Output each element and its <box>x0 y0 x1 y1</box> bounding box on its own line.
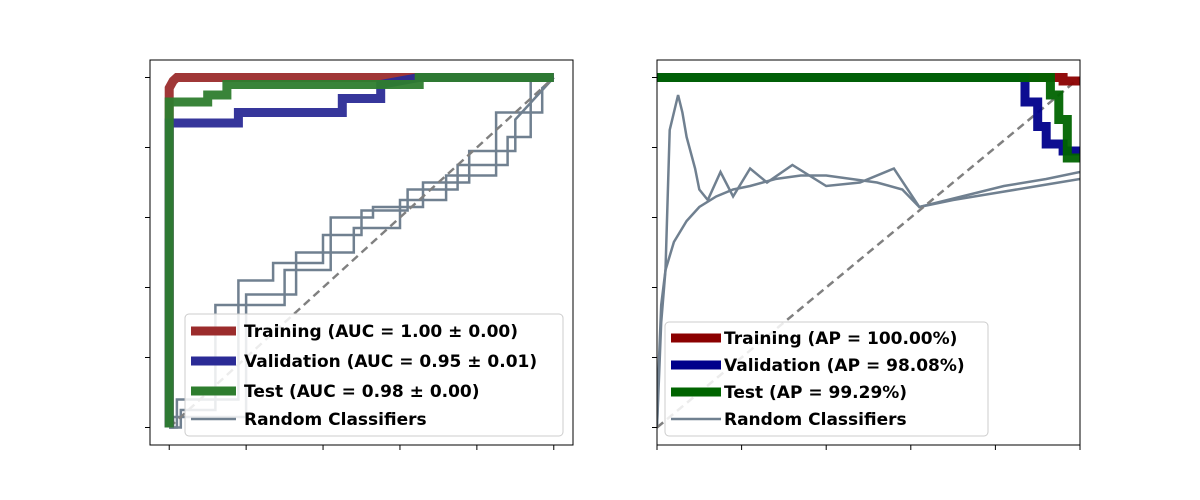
series-curve-2 <box>164 73 554 428</box>
pr-chart-panel: Training (AP = 100.00%) Validation (AP = … <box>652 59 1081 450</box>
legend-label: Training (AP = 100.00%) <box>724 329 957 349</box>
legend-label: Random Classifiers <box>724 410 907 430</box>
legend-label: Validation (AP = 98.08%) <box>724 356 965 376</box>
legend-label: Test (AUC = 0.98 ± 0.00) <box>244 382 480 402</box>
legend-label: Test (AP = 99.29%) <box>724 383 907 403</box>
legend-label: Training (AUC = 1.00 ± 0.00) <box>244 322 518 342</box>
series-curve-2 <box>657 73 1080 163</box>
legend: Training (AUC = 1.00 ± 0.00) Validation (… <box>184 313 564 437</box>
diagonal-reference-line <box>168 76 555 429</box>
legend-label: Validation (AUC = 0.95 ± 0.01) <box>244 352 537 372</box>
legend: Training (AP = 100.00%) Validation (AP = … <box>664 321 989 437</box>
legend-label: Random Classifiers <box>244 410 427 430</box>
plot-area <box>657 73 1080 429</box>
random-classifier-curve <box>657 94 1080 428</box>
axes-frame <box>656 59 1081 446</box>
series-curve-1 <box>657 73 1080 156</box>
roc-chart-panel: Training (AUC = 1.00 ± 0.00) Validation (… <box>145 59 574 450</box>
axes-frame <box>149 59 574 446</box>
